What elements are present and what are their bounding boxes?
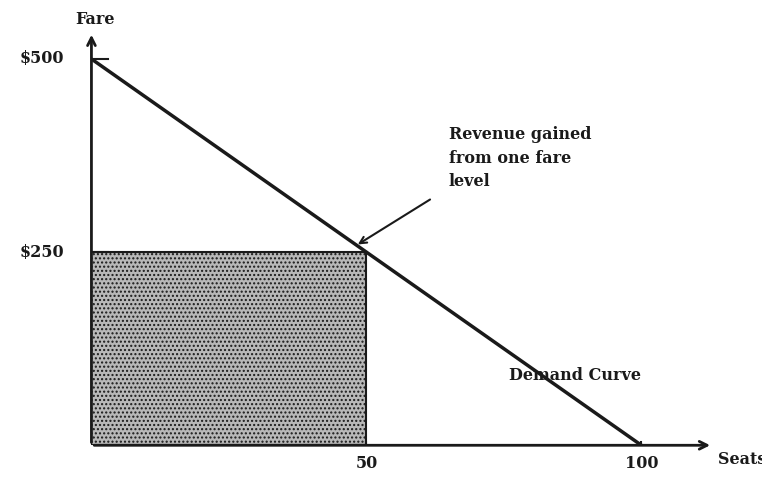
Text: 50: 50 xyxy=(355,454,377,471)
Text: $500: $500 xyxy=(20,50,64,67)
Text: Revenue gained
from one fare
level: Revenue gained from one fare level xyxy=(449,126,591,190)
Text: Demand Curve: Demand Curve xyxy=(510,367,642,384)
Bar xyxy=(91,252,367,445)
Text: 100: 100 xyxy=(625,454,658,471)
Text: Fare: Fare xyxy=(75,11,114,28)
Text: $250: $250 xyxy=(19,243,64,260)
Text: Seats: Seats xyxy=(719,452,762,469)
